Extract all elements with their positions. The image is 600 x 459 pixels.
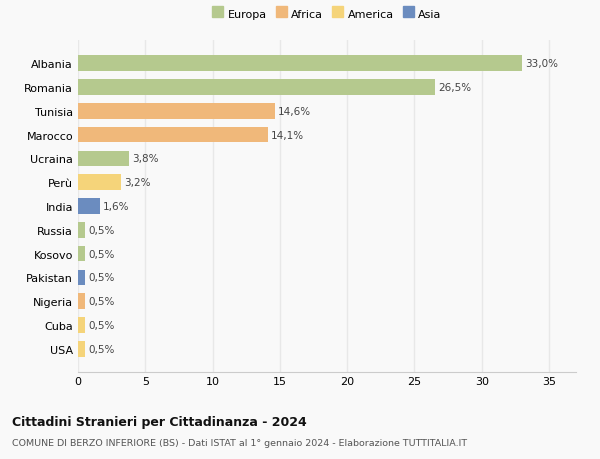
Bar xyxy=(78,80,434,95)
Bar xyxy=(78,246,85,262)
Text: 3,2%: 3,2% xyxy=(124,178,151,188)
Text: 33,0%: 33,0% xyxy=(526,59,559,69)
Text: Cittadini Stranieri per Cittadinanza - 2024: Cittadini Stranieri per Cittadinanza - 2… xyxy=(12,415,307,428)
Bar xyxy=(78,199,100,214)
Bar xyxy=(78,128,268,143)
Bar xyxy=(78,294,85,309)
Bar xyxy=(78,104,275,119)
Text: 0,5%: 0,5% xyxy=(88,249,115,259)
Legend: Europa, Africa, America, Asia: Europa, Africa, America, Asia xyxy=(210,7,444,22)
Text: 0,5%: 0,5% xyxy=(88,344,115,354)
Text: 14,1%: 14,1% xyxy=(271,130,304,140)
Bar xyxy=(78,151,129,167)
Bar xyxy=(78,175,121,190)
Text: 1,6%: 1,6% xyxy=(103,202,130,212)
Text: 0,5%: 0,5% xyxy=(88,273,115,283)
Text: 0,5%: 0,5% xyxy=(88,320,115,330)
Bar xyxy=(78,270,85,285)
Text: COMUNE DI BERZO INFERIORE (BS) - Dati ISTAT al 1° gennaio 2024 - Elaborazione TU: COMUNE DI BERZO INFERIORE (BS) - Dati IS… xyxy=(12,438,467,448)
Text: 0,5%: 0,5% xyxy=(88,225,115,235)
Bar xyxy=(78,223,85,238)
Text: 26,5%: 26,5% xyxy=(438,83,471,93)
Bar xyxy=(78,56,522,72)
Text: 3,8%: 3,8% xyxy=(133,154,159,164)
Text: 0,5%: 0,5% xyxy=(88,297,115,307)
Text: 14,6%: 14,6% xyxy=(278,106,311,117)
Bar xyxy=(78,341,85,357)
Bar xyxy=(78,318,85,333)
